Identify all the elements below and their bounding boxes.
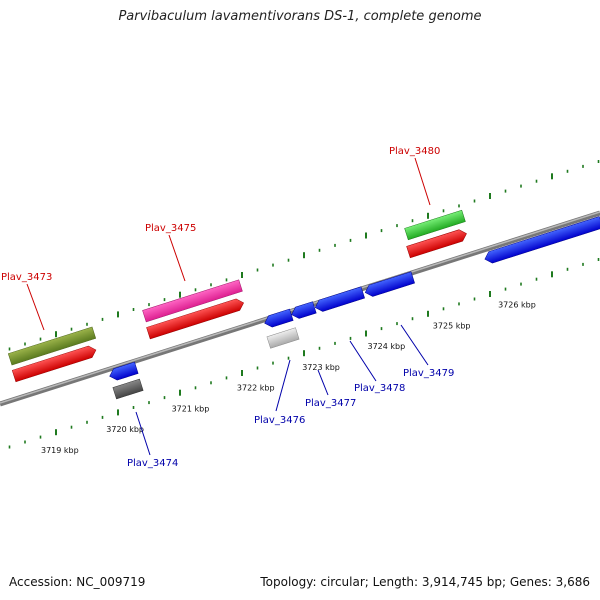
gene-plav-3475-feature[interactable] [146,297,246,340]
plav-3480-callout [414,157,431,206]
plav-3474-callout [135,411,151,456]
gene-label-plav-3477[interactable]: Plav_3477 [305,398,356,409]
gene-label-plav-3473[interactable]: Plav_3473 [1,272,52,283]
plav-3473-callout [26,283,45,331]
gene-plav-3479-feature[interactable] [363,271,415,299]
gene-label-plav-3479[interactable]: Plav_3479 [403,368,454,379]
gene-plav-3473-olive-feature[interactable] [7,326,97,366]
gene-label-plav-3476[interactable]: Plav_3476 [254,415,305,426]
plav-3478-callout [349,340,377,382]
genome-title: Parvibaculum lavamentivorans DS-1, compl… [118,9,482,24]
gene-label-plav-3480[interactable]: Plav_3480 [389,146,440,157]
gene-plav-3473-feature[interactable] [11,344,98,383]
gene-plav-3476-gray-feature[interactable] [266,327,300,349]
lower-tick-track [8,258,600,449]
gene-plav-3480-feature[interactable] [406,228,469,259]
plav-3477-callout [317,369,329,396]
scale-label: 3722 kbp [237,384,275,393]
scale-label: 3720 kbp [106,425,144,434]
gene-plav-3474-feature[interactable] [108,361,139,382]
gene-plav-3474-gray-feature[interactable] [112,378,144,400]
gene-label-plav-3475[interactable]: Plav_3475 [145,223,196,234]
accession-text: Accession: NC_009719 [9,575,146,589]
gene-plav-3478-feature[interactable] [313,286,365,314]
gene-plav-3476-feature[interactable] [263,308,294,329]
genome-stats-text: Topology: circular; Length: 3,914,745 bp… [260,575,590,589]
gene-plav-3477-feature[interactable] [290,301,317,321]
scale-label: 3723 kbp [302,363,340,372]
scale-label: 3726 kbp [498,301,536,310]
plav-3479-callout [400,324,429,366]
scale-label: 3724 kbp [368,342,406,351]
gene-plav-3475-pink-feature[interactable] [142,279,243,323]
plav-3475-callout [168,234,186,282]
upper-tick-track [8,160,600,351]
gene-plav-3480-green-feature[interactable] [404,209,466,241]
scale-label: 3725 kbp [433,321,471,330]
gene-label-plav-3478[interactable]: Plav_3478 [354,383,405,394]
plav-3476-callout [275,359,291,412]
scale-labels: 3719 kbp 3720 kbp 3721 kbp 3722 kbp 3723 kbp… [41,301,536,456]
gene-label-plav-3474[interactable]: Plav_3474 [127,458,178,469]
gene-plav-3479b-feature[interactable] [483,216,600,264]
scale-label: 3721 kbp [172,404,210,413]
scale-label: 3719 kbp [41,446,79,455]
